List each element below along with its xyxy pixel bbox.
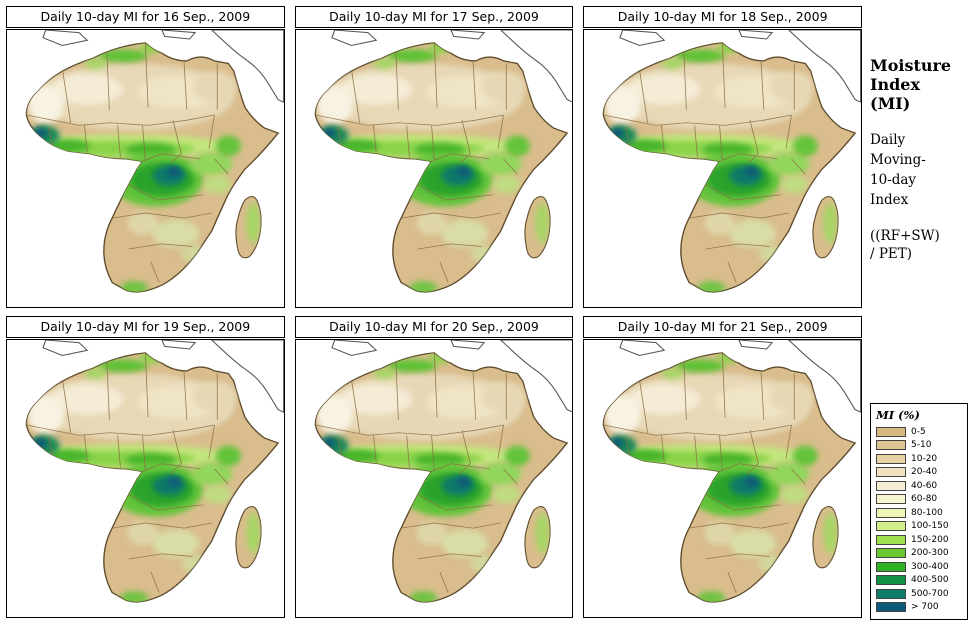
legend-label: 20-40 [911,467,938,478]
africa-map-image [7,340,284,617]
legend-row: > 700 [876,601,963,615]
legend-label: 60-80 [911,494,938,505]
legend-row: 400-500 [876,574,963,588]
index-description: Daily Moving- 10-day Index [870,131,926,209]
map-grid: Daily 10-day MI for 16 Sep., 2009 Daily … [6,6,862,618]
legend-row: 0-5 [876,425,963,439]
legend-label: 400-500 [911,575,949,586]
legend-row: 10-20 [876,452,963,466]
panel-title: Daily 10-day MI for 21 Sep., 2009 [583,316,862,338]
africa-map [294,29,574,308]
legend-swatch [876,602,906,613]
legend-title: MI (%) [876,408,920,422]
africa-map [294,339,574,618]
legend-label: 200-300 [911,548,949,559]
legend-label: 100-150 [911,521,949,532]
legend-swatch [876,453,906,464]
legend-row: 200-300 [876,547,963,561]
map-panel: Daily 10-day MI for 18 Sep., 2009 [583,6,862,308]
panel-title: Daily 10-day MI for 17 Sep., 2009 [294,6,574,28]
panel-title: Daily 10-day MI for 19 Sep., 2009 [6,316,285,338]
legend-swatch [876,494,906,505]
map-panel: Daily 10-day MI for 17 Sep., 2009 [294,6,574,308]
legend-label: 500-700 [911,588,949,599]
legend-swatch [876,588,906,599]
legend-row: 40-60 [876,479,963,493]
legend-label: 80-100 [911,507,943,518]
legend-label: 40-60 [911,480,938,491]
sidebar: Moisture Index (MI) Daily Moving- 10-day… [870,6,968,620]
legend-swatch [876,575,906,586]
legend-swatch [876,534,906,545]
map-panel: Daily 10-day MI for 20 Sep., 2009 [294,316,574,618]
legend-row: 150-200 [876,533,963,547]
legend-row: 100-150 [876,520,963,534]
africa-map [6,339,285,618]
africa-map [583,339,862,618]
map-panel: Daily 10-day MI for 21 Sep., 2009 [583,316,862,618]
legend: MI (%) 0-5 5-10 10-20 20-40 40-60 60-80 80-100… [870,403,968,620]
map-panel: Daily 10-day MI for 19 Sep., 2009 [6,316,285,618]
map-panel: Daily 10-day MI for 16 Sep., 2009 [6,6,285,308]
legend-swatch [876,467,906,478]
legend-label: 300-400 [911,561,949,572]
africa-map-image [296,340,573,617]
legend-row: 20-40 [876,466,963,480]
legend-swatch [876,561,906,572]
legend-label: > 700 [911,602,939,613]
africa-map-image [584,30,861,307]
africa-map [6,29,285,308]
legend-swatch [876,426,906,437]
index-formula: ((RF+SW) / PET) [870,227,940,263]
legend-row: 80-100 [876,506,963,520]
legend-swatch [876,548,906,559]
panel-title: Daily 10-day MI for 18 Sep., 2009 [583,6,862,28]
legend-row: 500-700 [876,587,963,601]
africa-map-image [296,30,573,307]
legend-entries: 0-5 5-10 10-20 20-40 40-60 60-80 80-100 100-150… [876,425,963,614]
legend-label: 10-20 [911,453,938,464]
africa-map-image [584,340,861,617]
page-title: Moisture Index (MI) [870,56,952,114]
legend-swatch [876,440,906,451]
africa-map [583,29,862,308]
legend-swatch [876,521,906,532]
legend-row: 5-10 [876,439,963,453]
legend-swatch [876,480,906,491]
panel-title: Daily 10-day MI for 20 Sep., 2009 [294,316,574,338]
africa-map-image [7,30,284,307]
panel-title: Daily 10-day MI for 16 Sep., 2009 [6,6,285,28]
legend-label: 0-5 [911,426,926,437]
legend-row: 300-400 [876,560,963,574]
legend-label: 5-10 [911,440,932,451]
legend-label: 150-200 [911,534,949,545]
legend-row: 60-80 [876,493,963,507]
legend-swatch [876,507,906,518]
